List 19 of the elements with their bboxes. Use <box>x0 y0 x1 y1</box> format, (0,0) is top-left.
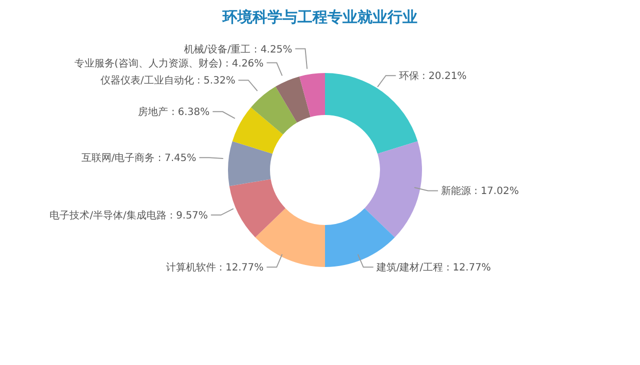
slice-label: 计算机软件 : 12.77% <box>166 262 264 274</box>
chart-title: 环境科学与工程专业就业行业 <box>221 8 418 27</box>
slice-label: 专业服务(咨询、人力资源、财会) : 4.26% <box>74 57 264 70</box>
donut-slice <box>250 86 297 134</box>
slice-label: 房地产 : 6.38% <box>138 106 210 118</box>
slice-label: 新能源 : 17.02% <box>440 185 519 198</box>
slice-label: 机械/设备/重工 : 4.25% <box>184 43 292 56</box>
donut-slice <box>299 73 325 117</box>
donut-slice <box>325 73 418 154</box>
slice-label: 互联网/电子商务 : 7.45% <box>81 152 196 164</box>
donut-slice <box>229 179 286 238</box>
slice-label: 电子技术/半导体/集成电路 : 9.57% <box>50 210 208 222</box>
slice-label: 环保 : 20.21% <box>398 71 467 82</box>
slice-label: 建筑/建材/工程 : 12.77% <box>375 262 491 274</box>
donut-slice <box>276 76 310 123</box>
donut-slice <box>228 141 272 186</box>
slice-label: 仪器仪表/工业自动化 : 5.32% <box>100 74 236 87</box>
donut-slice <box>364 141 422 238</box>
donut-slice <box>232 107 283 154</box>
